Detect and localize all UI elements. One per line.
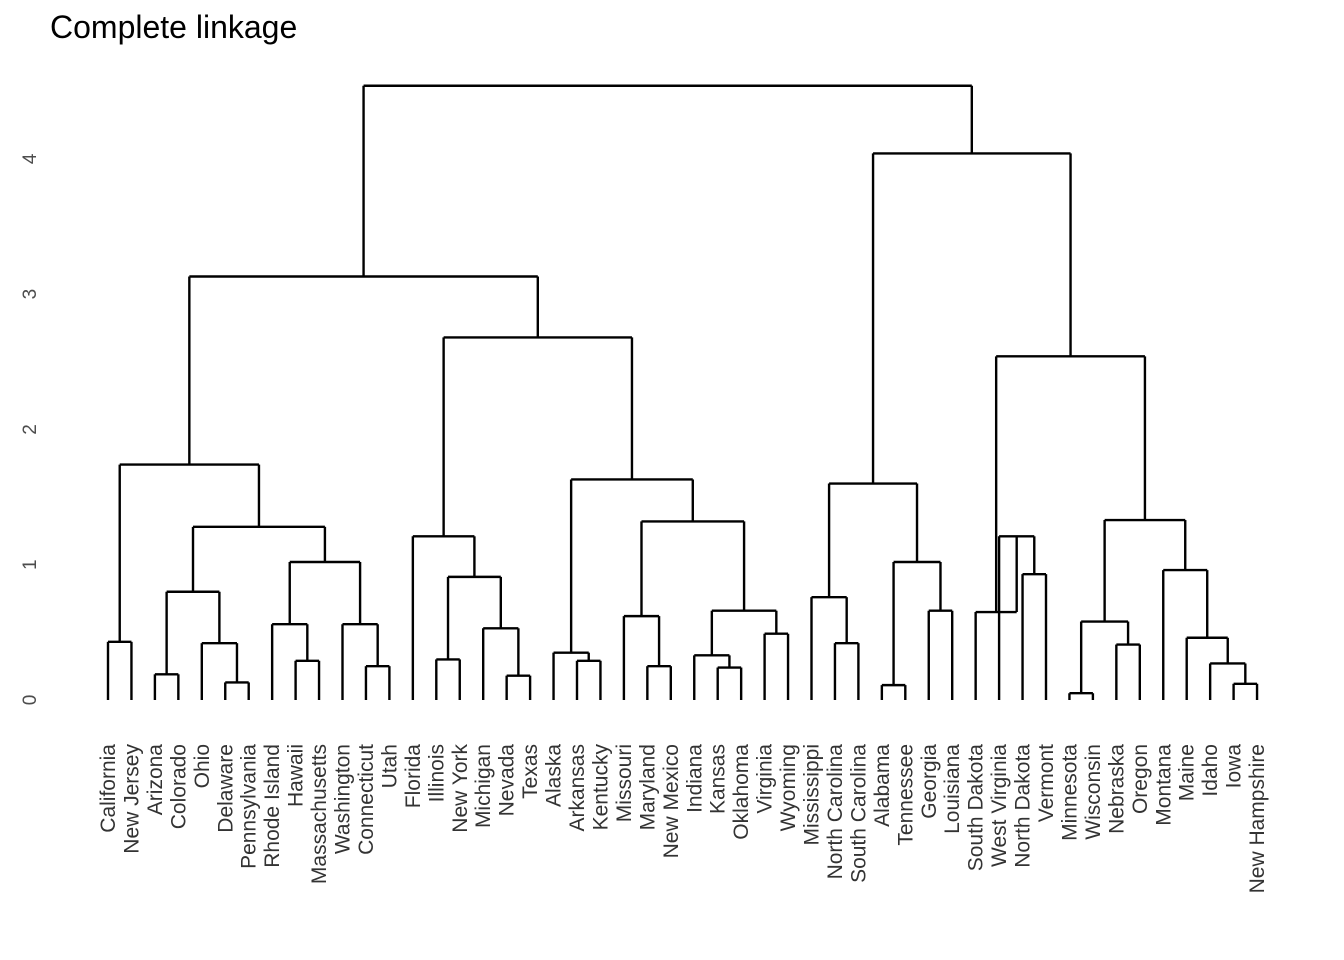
leaf-label: California [97, 744, 120, 833]
leaf-label: Georgia [918, 744, 941, 819]
leaf-label: Washington [332, 744, 355, 854]
leaf-label: North Carolina [824, 744, 847, 880]
y-tick-label: 1 [20, 559, 41, 570]
leaf-label: Oregon [1129, 744, 1152, 814]
leaf-label: Wisconsin [1082, 744, 1105, 840]
leaf-label: Alaska [543, 744, 566, 807]
leaf-label: Nevada [496, 744, 519, 817]
leaf-labels: California New Jersey Arizona Colorado Ohio D… [97, 744, 1269, 894]
y-axis: 0 1 2 3 4 [20, 153, 41, 705]
leaf-label: Virginia [754, 744, 777, 814]
leaf-label: Utah [378, 744, 401, 788]
leaf-label: Tennessee [894, 744, 917, 846]
leaf-label: Delaware [214, 744, 237, 833]
leaf-label: Indiana [683, 744, 706, 813]
leaf-label: Arkansas [566, 744, 589, 832]
leaf-label: Connecticut [355, 744, 378, 855]
leaf-label: Idaho [1199, 744, 1222, 797]
leaf-label: Missouri [613, 744, 636, 822]
y-tick-label: 0 [20, 695, 41, 706]
leaf-label: Rhode Island [261, 744, 284, 868]
y-tick-label: 4 [20, 153, 41, 164]
leaf-label: Florida [402, 744, 425, 809]
leaf-label: New Jersey [120, 744, 143, 854]
leaf-label: Michigan [472, 744, 495, 828]
dendrogram-tree [106, 84, 1259, 700]
leaf-label: Iowa [1223, 744, 1246, 789]
leaf-label: New Hampshire [1246, 744, 1269, 893]
y-tick-label: 3 [20, 289, 41, 300]
leaf-label: Kansas [707, 744, 730, 814]
leaf-label: Montana [1152, 744, 1175, 826]
leaf-label: Mississippi [801, 744, 824, 846]
leaf-label: Maine [1176, 744, 1199, 801]
leaf-label: Wyoming [777, 744, 800, 831]
leaf-label: North Dakota [1012, 744, 1035, 868]
leaf-label: Louisiana [941, 744, 964, 834]
leaf-label: Maryland [636, 744, 659, 830]
leaf-label: Oklahoma [730, 744, 753, 840]
leaf-label: Ohio [191, 744, 214, 788]
leaf-label: Arizona [144, 744, 167, 816]
leaf-label: New York [449, 744, 472, 833]
leaf-label: Illinois [425, 744, 448, 802]
leaf-label: South Dakota [965, 744, 988, 872]
leaf-label: Texas [519, 744, 542, 799]
leaf-label: Minnesota [1058, 744, 1081, 841]
leaf-label: Massachusetts [308, 744, 331, 884]
leaf-label: Nebraska [1105, 744, 1128, 834]
leaf-label: Kentucky [589, 744, 612, 831]
y-tick-label: 2 [20, 424, 41, 435]
leaf-label: West Virginia [988, 744, 1011, 867]
leaf-label: Alabama [871, 744, 894, 827]
leaf-label: New Mexico [660, 744, 683, 858]
leaf-label: South Carolina [847, 744, 870, 883]
chart-title: Complete linkage [50, 9, 297, 45]
leaf-label: Vermont [1035, 744, 1058, 822]
leaf-label: Hawaii [285, 744, 308, 807]
leaf-label: Colorado [167, 744, 190, 829]
leaf-label: Pennsylvania [238, 744, 261, 869]
